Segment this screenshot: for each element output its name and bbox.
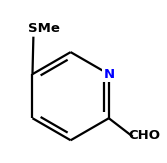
Text: CHO: CHO: [128, 129, 160, 142]
Text: N: N: [103, 68, 114, 81]
Text: SMe: SMe: [28, 22, 59, 35]
